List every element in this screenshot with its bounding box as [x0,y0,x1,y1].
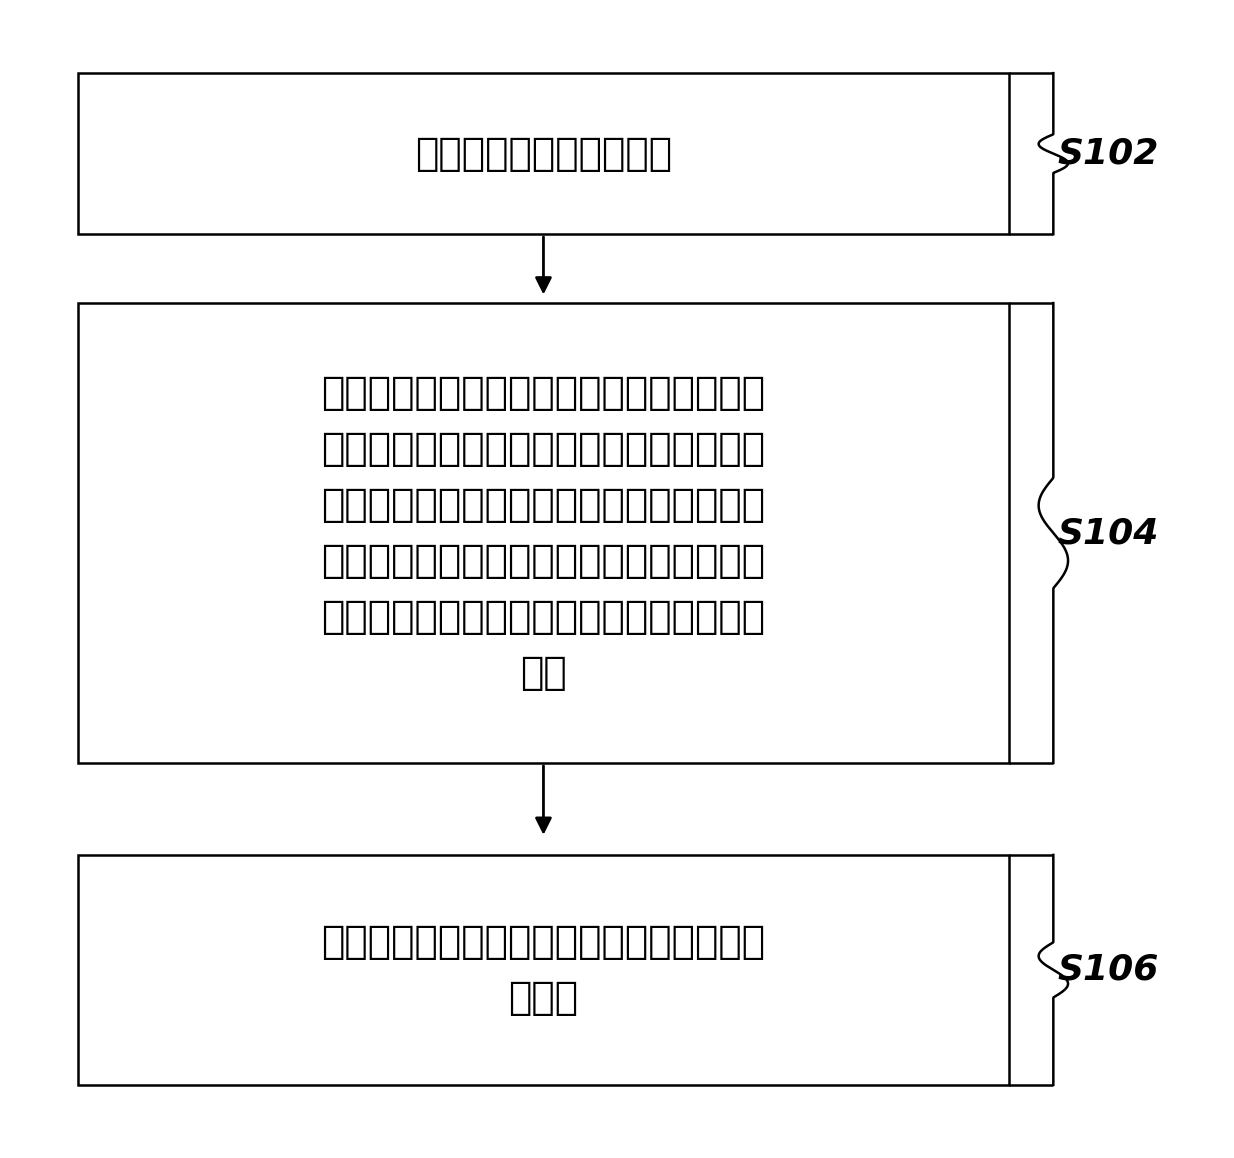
Text: 根据控制指令信息对语音空调的灯光进行调
节控制: 根据控制指令信息对语音空调的灯光进行调 节控制 [321,923,765,1017]
FancyBboxPatch shape [78,855,1009,1085]
Text: S104: S104 [1058,516,1159,550]
FancyBboxPatch shape [78,303,1009,763]
FancyBboxPatch shape [78,73,1009,234]
Text: 将特征数据输入调光模型，由调光模型输出
与特征数据对应的控制指令信息，其中，调
光模型为使用多组训练数据，通过机器学习
训练得出的，多组训练数据中的每组数据均
: 将特征数据输入调光模型，由调光模型输出 与特征数据对应的控制指令信息，其中，调 … [321,374,765,692]
Text: S106: S106 [1058,953,1159,987]
Text: 获取音乐信息的特征数据: 获取音乐信息的特征数据 [415,134,673,173]
Text: S102: S102 [1058,137,1159,170]
